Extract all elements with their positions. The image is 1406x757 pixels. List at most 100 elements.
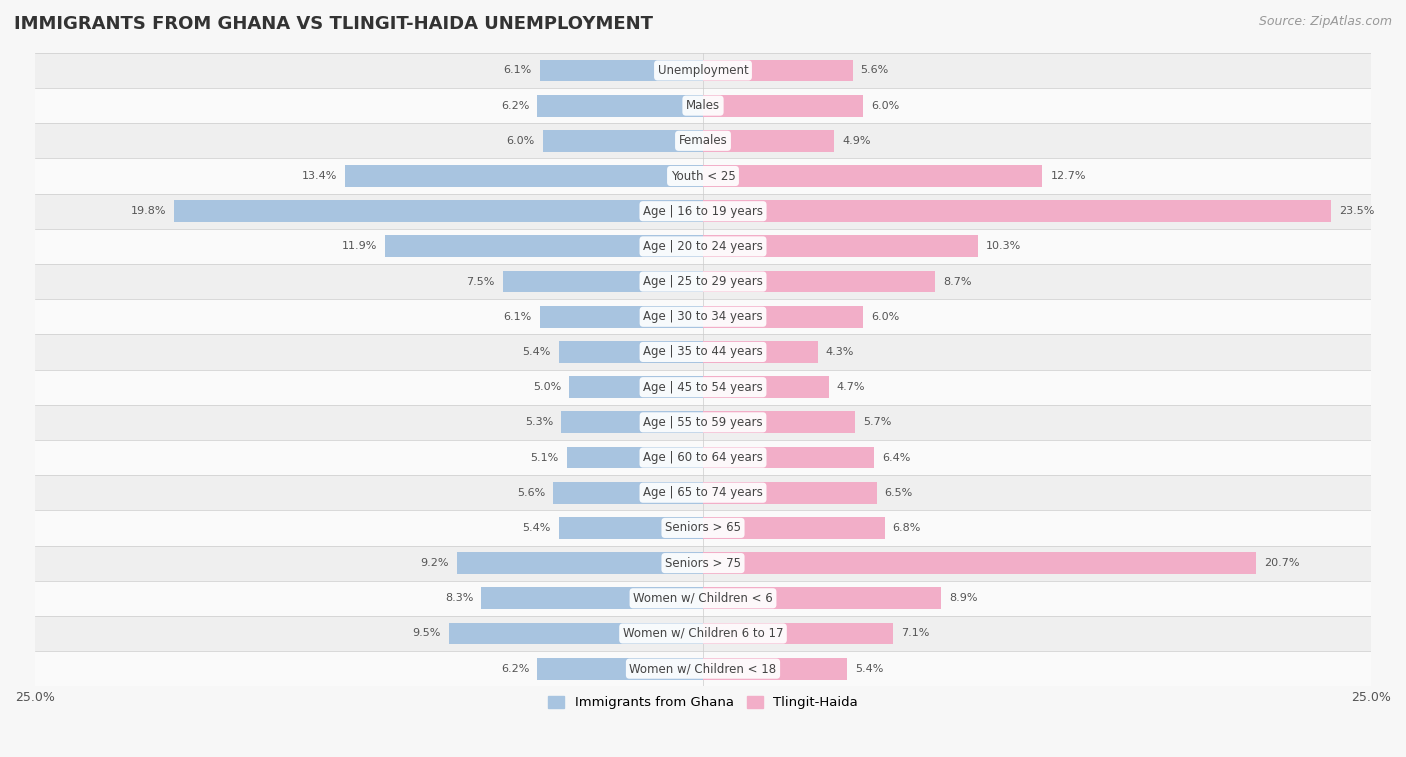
Text: IMMIGRANTS FROM GHANA VS TLINGIT-HAIDA UNEMPLOYMENT: IMMIGRANTS FROM GHANA VS TLINGIT-HAIDA U… xyxy=(14,15,652,33)
Text: 7.1%: 7.1% xyxy=(901,628,929,638)
Bar xyxy=(561,411,703,433)
Text: 6.8%: 6.8% xyxy=(893,523,921,533)
Bar xyxy=(35,510,1371,546)
Bar xyxy=(703,130,834,151)
Text: 4.9%: 4.9% xyxy=(842,136,870,146)
Bar xyxy=(703,587,941,609)
Text: Age | 65 to 74 years: Age | 65 to 74 years xyxy=(643,486,763,499)
Text: 12.7%: 12.7% xyxy=(1050,171,1085,181)
Text: Source: ZipAtlas.com: Source: ZipAtlas.com xyxy=(1258,15,1392,28)
Text: 13.4%: 13.4% xyxy=(301,171,337,181)
Text: 5.4%: 5.4% xyxy=(522,523,551,533)
Text: 5.4%: 5.4% xyxy=(855,664,884,674)
Bar xyxy=(569,376,703,398)
Text: 9.5%: 9.5% xyxy=(413,628,441,638)
Text: 8.7%: 8.7% xyxy=(943,276,972,287)
Bar xyxy=(481,587,703,609)
Bar xyxy=(35,405,1371,440)
Bar xyxy=(703,306,863,328)
Text: 7.5%: 7.5% xyxy=(467,276,495,287)
Text: 19.8%: 19.8% xyxy=(131,206,166,217)
Bar xyxy=(35,616,1371,651)
Text: 6.2%: 6.2% xyxy=(501,664,529,674)
Bar xyxy=(35,158,1371,194)
Text: 6.0%: 6.0% xyxy=(872,101,900,111)
Text: 10.3%: 10.3% xyxy=(986,241,1022,251)
Text: 5.0%: 5.0% xyxy=(533,382,561,392)
Bar xyxy=(457,552,703,574)
Bar xyxy=(537,658,703,680)
Bar xyxy=(35,581,1371,616)
Text: Age | 16 to 19 years: Age | 16 to 19 years xyxy=(643,204,763,218)
Text: 6.0%: 6.0% xyxy=(872,312,900,322)
Text: Women w/ Children < 18: Women w/ Children < 18 xyxy=(630,662,776,675)
Bar xyxy=(703,341,818,363)
Text: 20.7%: 20.7% xyxy=(1264,558,1299,568)
Text: 5.3%: 5.3% xyxy=(524,417,554,428)
Bar xyxy=(558,341,703,363)
Text: 5.6%: 5.6% xyxy=(860,65,889,76)
Text: 6.1%: 6.1% xyxy=(503,65,531,76)
Text: Women w/ Children < 6: Women w/ Children < 6 xyxy=(633,592,773,605)
Bar xyxy=(35,299,1371,335)
Text: Age | 35 to 44 years: Age | 35 to 44 years xyxy=(643,345,763,359)
Text: 4.7%: 4.7% xyxy=(837,382,865,392)
Text: Age | 45 to 54 years: Age | 45 to 54 years xyxy=(643,381,763,394)
Text: Unemployment: Unemployment xyxy=(658,64,748,77)
Bar xyxy=(35,475,1371,510)
Bar xyxy=(703,95,863,117)
Text: 8.3%: 8.3% xyxy=(444,593,474,603)
Text: 5.6%: 5.6% xyxy=(517,488,546,497)
Bar xyxy=(35,651,1371,687)
Bar xyxy=(540,60,703,81)
Bar xyxy=(35,53,1371,88)
Text: Seniors > 75: Seniors > 75 xyxy=(665,556,741,569)
Bar xyxy=(703,481,877,503)
Bar xyxy=(344,165,703,187)
Bar xyxy=(554,481,703,503)
Bar xyxy=(449,622,703,644)
Bar xyxy=(703,622,893,644)
Text: 5.4%: 5.4% xyxy=(522,347,551,357)
Text: 23.5%: 23.5% xyxy=(1339,206,1375,217)
Bar xyxy=(558,517,703,539)
Bar xyxy=(35,194,1371,229)
Bar xyxy=(35,369,1371,405)
Bar xyxy=(703,271,935,292)
Bar xyxy=(35,546,1371,581)
Text: Seniors > 65: Seniors > 65 xyxy=(665,522,741,534)
Bar xyxy=(567,447,703,469)
Bar xyxy=(703,658,848,680)
Bar xyxy=(703,235,979,257)
Text: Age | 55 to 59 years: Age | 55 to 59 years xyxy=(643,416,763,428)
Text: Age | 20 to 24 years: Age | 20 to 24 years xyxy=(643,240,763,253)
Text: 6.5%: 6.5% xyxy=(884,488,912,497)
Bar xyxy=(35,88,1371,123)
Bar xyxy=(35,229,1371,264)
Text: 5.1%: 5.1% xyxy=(530,453,558,463)
Bar xyxy=(35,335,1371,369)
Bar xyxy=(703,165,1042,187)
Bar xyxy=(703,447,875,469)
Text: 4.3%: 4.3% xyxy=(825,347,855,357)
Text: 9.2%: 9.2% xyxy=(420,558,449,568)
Bar xyxy=(703,411,855,433)
Bar xyxy=(540,306,703,328)
Text: Age | 30 to 34 years: Age | 30 to 34 years xyxy=(643,310,763,323)
Text: 6.4%: 6.4% xyxy=(882,453,911,463)
Text: 5.7%: 5.7% xyxy=(863,417,891,428)
Text: 6.1%: 6.1% xyxy=(503,312,531,322)
Bar xyxy=(537,95,703,117)
Text: Females: Females xyxy=(679,134,727,148)
Text: 8.9%: 8.9% xyxy=(949,593,977,603)
Bar xyxy=(35,264,1371,299)
Text: 6.2%: 6.2% xyxy=(501,101,529,111)
Bar xyxy=(502,271,703,292)
Text: Males: Males xyxy=(686,99,720,112)
Text: Age | 25 to 29 years: Age | 25 to 29 years xyxy=(643,275,763,288)
Bar xyxy=(174,201,703,222)
Bar xyxy=(703,376,828,398)
Text: Women w/ Children 6 to 17: Women w/ Children 6 to 17 xyxy=(623,627,783,640)
Bar xyxy=(35,440,1371,475)
Text: 11.9%: 11.9% xyxy=(342,241,377,251)
